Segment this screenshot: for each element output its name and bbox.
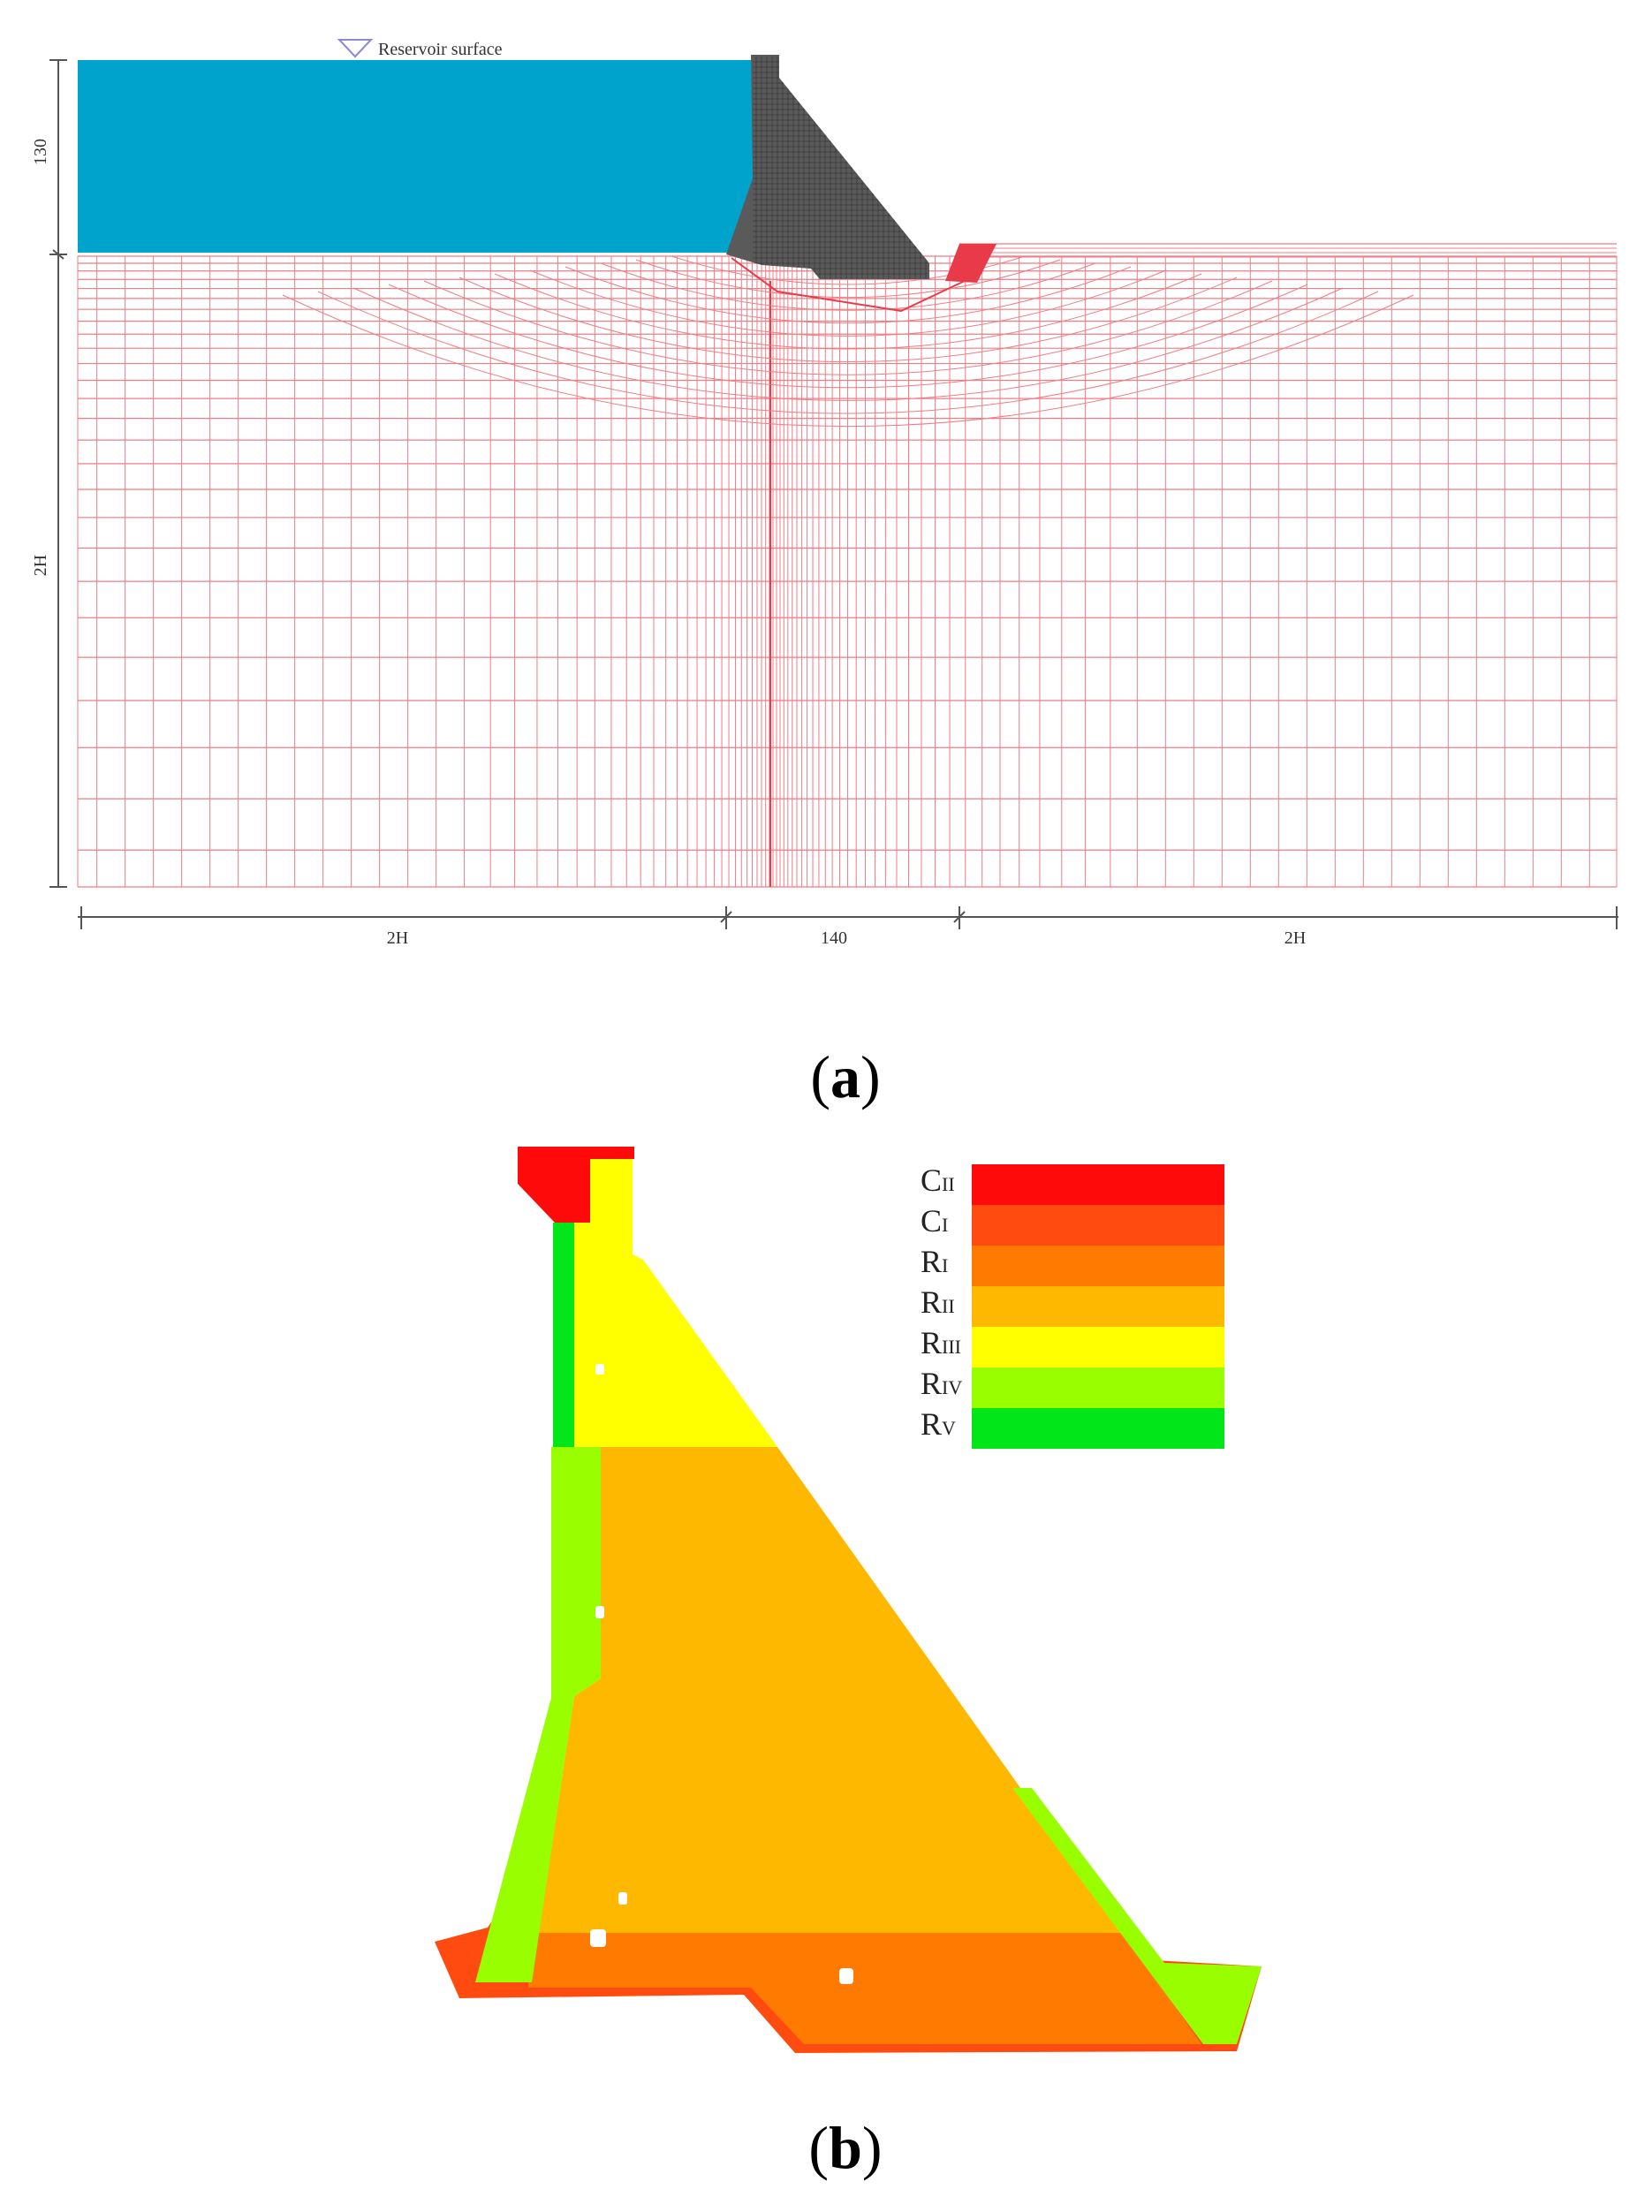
legend-label: CII (921, 1163, 955, 1198)
legend-label: CI (921, 1203, 948, 1239)
legend-label: RI (921, 1244, 948, 1279)
mesh-line-curved (388, 284, 1308, 389)
caption-a-close: ) (860, 1043, 881, 1110)
mesh-line-curved (600, 262, 1096, 311)
mesh-line-curved (529, 269, 1167, 337)
mesh-line-curved (565, 266, 1132, 324)
legend-swatch (972, 1327, 1224, 1367)
gallery-opening (590, 1929, 606, 1947)
legend-label: RV (921, 1406, 956, 1442)
legend-swatch (972, 1246, 1224, 1286)
legend-swatch (972, 1408, 1224, 1449)
legend-label: RII (921, 1284, 955, 1320)
mesh-line-curved (352, 287, 1344, 401)
dimension-140: 140 (821, 928, 847, 948)
gallery-openings (590, 1364, 853, 1984)
caption-b: (b) (808, 2114, 882, 2181)
legend-label: RIII (921, 1325, 961, 1360)
zone-riii-upper (574, 1159, 777, 1447)
dimension-2h-left: 2H (387, 928, 408, 948)
gallery-opening (595, 1364, 604, 1375)
panel-a-mesh-model: Reservoir surface 130 2H 2H 140 2H (a) (31, 39, 1618, 1110)
vertical-dimension (49, 59, 67, 888)
legend-swatch (972, 1164, 1224, 1205)
caption-a-open: ( (810, 1043, 830, 1110)
foundation-mesh (77, 243, 1618, 888)
dimension-2h-vertical: 2H (31, 555, 50, 576)
reservoir-surface-triangle-icon (337, 39, 374, 58)
caption-b-letter: b (829, 2114, 862, 2181)
legend-swatch (972, 1367, 1224, 1408)
reservoir-water (78, 60, 762, 253)
zone-ri-foundation (528, 1933, 1201, 2044)
mesh-line-curved (635, 259, 1061, 299)
dimension-2h-right: 2H (1284, 928, 1306, 948)
horizontal-dimension (78, 906, 1618, 929)
caption-b-open: ( (808, 2114, 829, 2181)
legend-swatch (972, 1205, 1224, 1246)
gallery-opening (595, 1606, 604, 1618)
zone-cii-crest (518, 1147, 634, 1223)
mesh-line-curved (317, 291, 1379, 414)
reservoir-surface-label: Reservoir surface (378, 40, 503, 59)
dimension-130-vertical: 130 (31, 139, 50, 165)
downstream-toe (945, 244, 997, 283)
gallery-opening (839, 1968, 853, 1984)
mesh-line-curved (423, 280, 1273, 375)
zone-riv-downstream-strip (1012, 1788, 1262, 2044)
legend-label: RIV (921, 1366, 962, 1401)
zone-legend: CII CI RI RII RIII RIV RV (921, 1163, 1224, 1449)
mesh-line-boundary (731, 257, 966, 313)
dam-body-mesh (726, 55, 929, 279)
mesh-line-curved (282, 294, 1414, 427)
mesh-line-curved (494, 273, 1202, 350)
zone-riv-upstream-strip (475, 1447, 601, 1982)
zone-rv-upstream-face (553, 1223, 574, 1447)
mesh-line-curved (458, 276, 1238, 363)
caption-a: (a) (810, 1043, 880, 1110)
legend-swatch (972, 1286, 1224, 1327)
panel-b-dam-zoning: CII CI RI RII RIII RIV RV (b) (435, 1147, 1262, 2181)
caption-a-letter: a (830, 1043, 860, 1110)
caption-b-close: ) (862, 2114, 883, 2181)
gallery-opening (618, 1892, 627, 1905)
zone-rii-main-body (539, 1447, 1124, 1933)
